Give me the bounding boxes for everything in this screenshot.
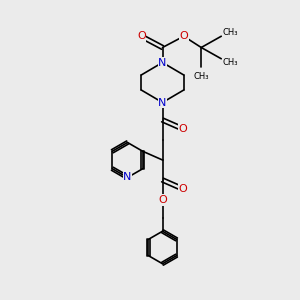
Text: CH₃: CH₃ — [223, 58, 238, 67]
Text: O: O — [137, 31, 146, 41]
Text: O: O — [179, 31, 188, 41]
Text: O: O — [178, 124, 187, 134]
Text: O: O — [178, 184, 187, 194]
Text: N: N — [123, 172, 132, 182]
Text: CH₃: CH₃ — [194, 72, 209, 81]
Text: N: N — [158, 58, 167, 68]
Text: N: N — [158, 98, 167, 107]
Text: O: O — [158, 195, 167, 205]
Text: CH₃: CH₃ — [223, 28, 238, 37]
